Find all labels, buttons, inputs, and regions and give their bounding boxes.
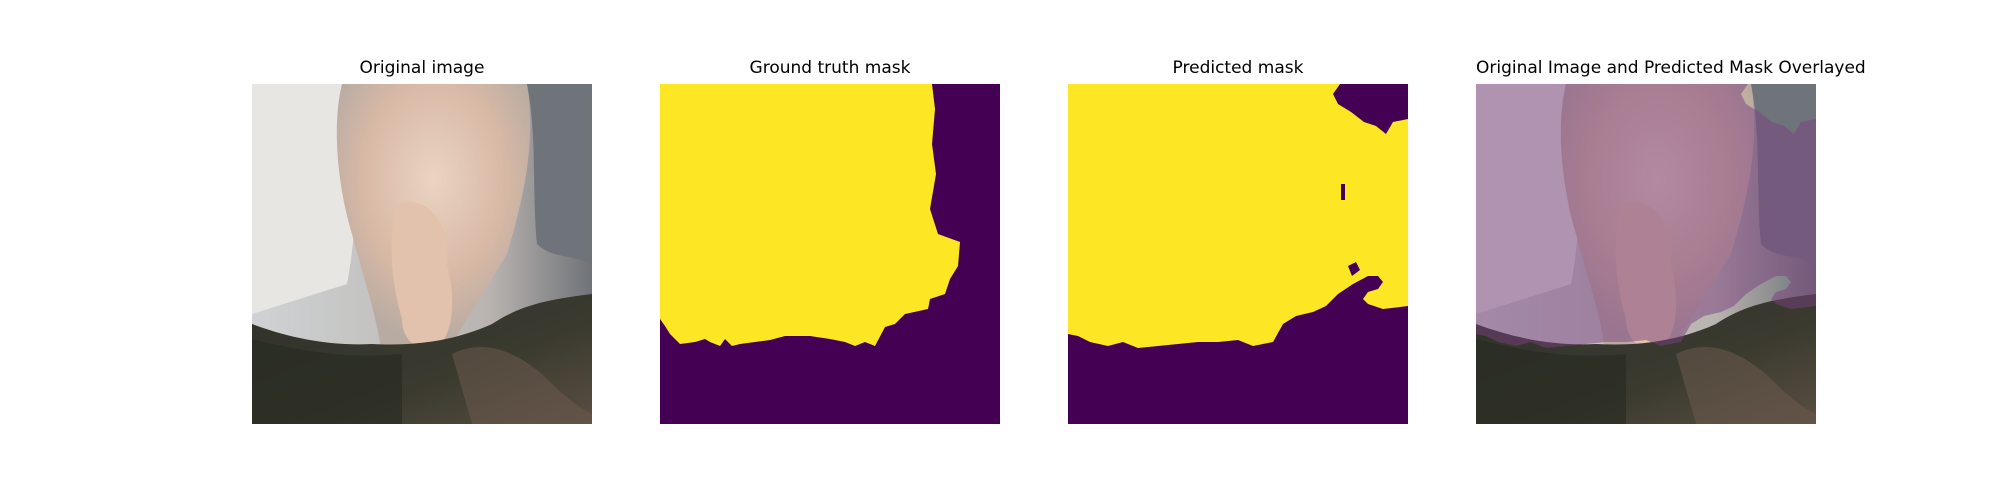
predicted-mask — [1068, 84, 1408, 424]
overlay-image — [1476, 84, 1816, 424]
original-image — [252, 84, 592, 424]
overlay-image-panel — [1476, 84, 1816, 424]
panel-title-overlay: Original Image and Predicted Mask Overla… — [1476, 58, 1866, 78]
original-image-panel — [252, 84, 592, 424]
panel-title-predicted: Predicted mask — [1172, 58, 1304, 78]
panel-title-ground-truth: Ground truth mask — [749, 58, 911, 78]
predicted-mask-panel — [1068, 84, 1408, 424]
ground-truth-mask-panel — [660, 84, 1000, 424]
panel-title-original: Original image — [359, 58, 485, 78]
ground-truth-mask — [660, 84, 1000, 424]
